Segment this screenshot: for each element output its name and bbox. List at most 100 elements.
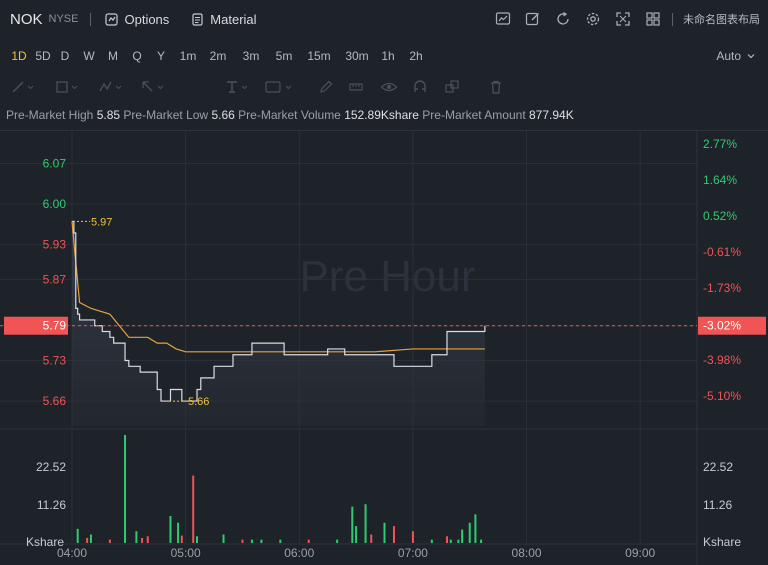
premarket-volume-value: 152.89Kshare [344, 108, 419, 122]
time-tick-label: 08:00 [512, 546, 542, 560]
volume-bar [364, 504, 367, 543]
price-area [72, 221, 485, 426]
timeframe-5m[interactable]: 5m [275, 49, 293, 63]
timeframe-5d[interactable]: 5D [35, 49, 51, 63]
volume-bar [76, 528, 79, 543]
refresh-icon[interactable] [548, 4, 578, 34]
auto-label: Auto [716, 49, 741, 63]
divider [0, 130, 768, 131]
timeframe-1d[interactable]: 1D [11, 49, 27, 63]
options-button[interactable]: Options [105, 12, 169, 27]
line-tool-icon[interactable] [10, 76, 36, 98]
volume-bar [392, 526, 395, 543]
volume-bar [370, 534, 373, 543]
volume-unit-label: Kshare [703, 535, 741, 549]
timeframe-y[interactable]: Y [156, 49, 165, 63]
top-bar: NOK NYSE Options Material 未命名图表布局 [0, 0, 768, 38]
percent-tick-label: 0.52% [703, 209, 737, 223]
price-tick-label: 5.87 [43, 272, 67, 286]
volume-bar [135, 531, 138, 543]
timeframe-15m[interactable]: 15m [307, 49, 331, 63]
volume-bar [355, 526, 358, 543]
magnet-icon[interactable] [412, 76, 428, 98]
watermark: Pre Hour [299, 252, 475, 301]
premarket-high-label: Pre-Market High [6, 108, 94, 122]
volume-bar [192, 475, 195, 543]
pencil-icon[interactable] [318, 76, 334, 98]
time-tick-label: 07:00 [398, 546, 428, 560]
percent-tick-label: -3.98% [703, 353, 741, 367]
divider [90, 12, 92, 26]
timeframe-3m[interactable]: 3m [242, 49, 260, 63]
options-label: Options [124, 11, 170, 27]
volume-bar [307, 539, 310, 543]
layout-name[interactable]: 未命名图表布局 [683, 14, 760, 26]
percent-tick-label: -5.10% [703, 389, 741, 403]
edit-icon[interactable] [518, 4, 548, 34]
gear-icon[interactable] [578, 4, 608, 34]
rectangle-tool-icon[interactable] [54, 76, 80, 98]
price-chart[interactable]: Pre Hour 5.97 5.66 6.07 6.00 5.93 5.87 5.73 5.66… [0, 131, 768, 565]
volume-bar [260, 539, 263, 543]
price-tick-label: 5.73 [43, 354, 67, 368]
grid-layout-icon[interactable] [638, 4, 668, 34]
volume-bar [480, 539, 483, 543]
pattern-tool-icon[interactable] [98, 76, 124, 98]
symbol-ticker[interactable]: NOK [10, 10, 43, 28]
volume-bar [250, 539, 253, 543]
top-icon-group: 未命名图表布局 [488, 0, 768, 38]
volume-bar [411, 531, 414, 543]
volume-bar [457, 539, 460, 543]
label-tool-icon[interactable] [264, 76, 294, 98]
time-tick-label: 09:00 [625, 546, 655, 560]
material-button[interactable]: Material [191, 12, 257, 27]
chart-icon[interactable] [488, 4, 518, 34]
volume-bar [222, 534, 225, 543]
current-percent-label: -3.02% [703, 319, 741, 333]
volume-bar [474, 514, 477, 543]
timeframe-w[interactable]: W [83, 49, 95, 63]
timeframe-2m[interactable]: 2m [209, 49, 227, 63]
premarket-low-label: Pre-Market Low [123, 108, 209, 122]
volume-bar [336, 539, 339, 543]
volume-bar [177, 522, 180, 543]
premarket-low-value: 5.66 [211, 108, 235, 122]
volume-tick-label: 11.26 [703, 498, 732, 512]
timeframe-30m[interactable]: 30m [345, 49, 369, 63]
timeframe-1m[interactable]: 1m [179, 49, 197, 63]
text-tool-icon[interactable] [224, 76, 250, 98]
timeframe-d[interactable]: D [60, 49, 70, 63]
volume-bar [169, 516, 172, 543]
ruler-icon[interactable] [348, 76, 364, 98]
timeframe-1h[interactable]: 1h [381, 49, 395, 63]
time-tick-label: 04:00 [57, 546, 87, 560]
volume-bar [241, 539, 244, 543]
arrow-tool-icon[interactable] [140, 76, 166, 98]
time-tick-label: 05:00 [171, 546, 201, 560]
layers-icon[interactable] [444, 76, 460, 98]
premarket-amount-value: 877.94K [529, 108, 574, 122]
volume-bar [351, 506, 354, 543]
volume-bar [383, 522, 386, 543]
timeframe-2h[interactable]: 2h [409, 49, 423, 63]
price-tick-label: 6.00 [43, 197, 67, 211]
timeframe-bar: 1D 5D D W M Q Y 1m 2m 3m 5m 15m 30m 1h 2… [0, 44, 768, 68]
current-price-label: 5.79 [43, 319, 67, 333]
volume-bar [446, 536, 448, 543]
percent-tick-label: 2.77% [703, 137, 737, 151]
price-tick-label: 6.07 [43, 156, 67, 170]
percent-tick-label: -0.61% [703, 245, 741, 259]
average-price-line [71, 221, 485, 353]
drawing-toolbar [0, 76, 768, 98]
timeframe-m[interactable]: M [108, 49, 118, 63]
volume-bar [108, 539, 111, 543]
percent-tick-label: 1.64% [703, 173, 737, 187]
trash-icon[interactable] [488, 76, 504, 98]
auto-dropdown[interactable]: Auto [716, 44, 756, 68]
premarket-high-value: 5.85 [96, 108, 121, 122]
fullscreen-icon[interactable] [608, 4, 638, 34]
document-icon [192, 12, 203, 26]
volume-bar [146, 536, 149, 543]
timeframe-q[interactable]: Q [132, 49, 142, 63]
eye-icon[interactable] [380, 76, 398, 98]
